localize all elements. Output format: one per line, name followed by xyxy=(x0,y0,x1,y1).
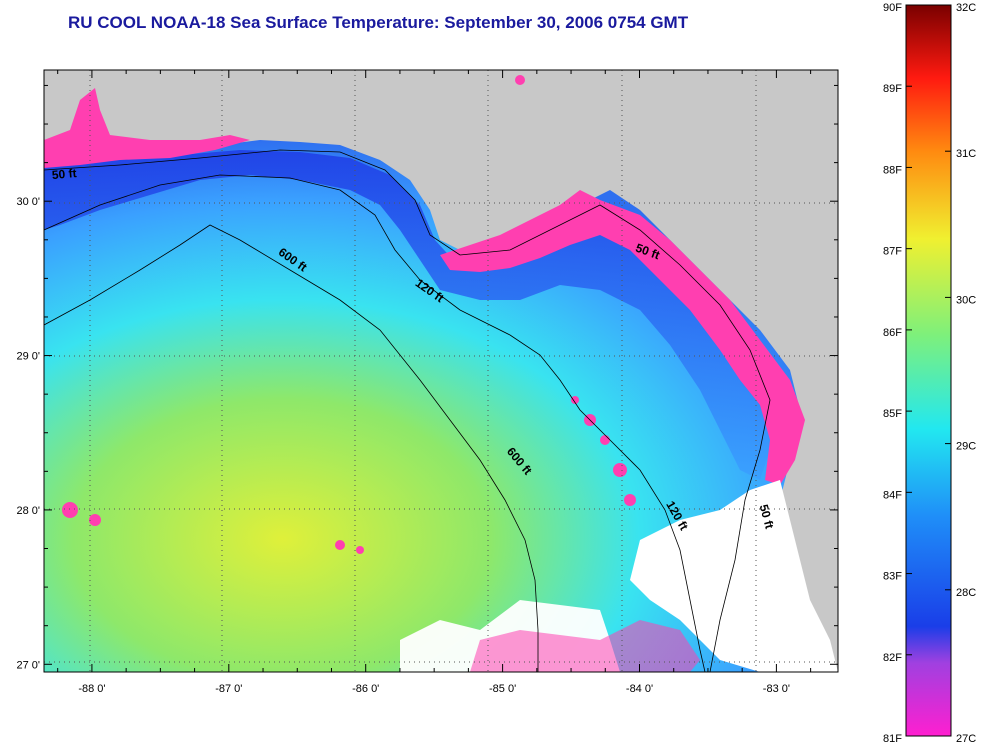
map-frame xyxy=(43,69,839,673)
colorbar-c-label: 28C xyxy=(956,587,976,599)
colorbar-celsius-labels: 32C 31C 30C 29C 28C 27C xyxy=(945,2,976,745)
longitude-labels: -88 0' -87 0' -86 0' -85 0' -84 0' -83 0' xyxy=(78,683,790,695)
colorbar-f-label: 84F xyxy=(883,489,902,501)
coastal-pink-west xyxy=(44,88,250,168)
tick-marks xyxy=(44,70,838,672)
colorbar-f-label: 85F xyxy=(883,408,902,420)
colorbar-f-label: 88F xyxy=(883,164,902,176)
colorbar-c-label: 27C xyxy=(956,733,976,745)
contour-50ft xyxy=(44,149,771,672)
lon-tick-label: -83 0' xyxy=(763,683,790,695)
colorbar-f-label: 81F xyxy=(883,733,902,745)
colorbar-c-label: 32C xyxy=(956,2,976,14)
colorbar-f-label: 90F xyxy=(883,2,902,14)
lon-tick-label: -84 0' xyxy=(626,683,653,695)
colorbar-c-label: 30C xyxy=(956,294,976,306)
colorbar-c-label: 29C xyxy=(956,441,976,453)
lon-tick-label: -86 0' xyxy=(352,683,379,695)
pink-speckles xyxy=(62,75,636,554)
lat-tick-label: 28 0' xyxy=(16,505,40,517)
latitude-labels: 30 0' 29 0' 28 0' 27 0' xyxy=(16,196,40,671)
lat-tick-label: 29 0' xyxy=(16,351,40,363)
graticule xyxy=(44,70,838,672)
lat-tick-label: 27 0' xyxy=(16,659,40,671)
map-title: RU COOL NOAA-18 Sea Surface Temperature:… xyxy=(68,13,689,32)
colorbar-gradient xyxy=(905,4,952,737)
contour-600ft xyxy=(44,224,539,672)
coastal-pink-east xyxy=(440,190,805,485)
contour-label: 50 ft xyxy=(757,503,777,530)
lon-tick-label: -85 0' xyxy=(489,683,516,695)
contour-label: 50 ft xyxy=(51,166,77,182)
colorbar-c-label: 31C xyxy=(956,148,976,160)
lon-tick-label: -87 0' xyxy=(215,683,242,695)
contour-120ft xyxy=(44,174,706,672)
colorbar-f-label: 83F xyxy=(883,571,902,583)
cloud-fringe-pink xyxy=(470,620,700,672)
colorbar-fahrenheit-labels: 90F 89F 88F 87F 86F 85F 84F 83F 82F 81F xyxy=(883,2,912,745)
cloud-patch-south xyxy=(630,480,838,672)
lon-tick-label: -88 0' xyxy=(78,683,105,695)
colorbar-f-label: 87F xyxy=(883,246,902,258)
lat-tick-label: 30 0' xyxy=(16,196,40,208)
colorbar-f-label: 82F xyxy=(883,652,902,664)
colorbar-f-label: 89F xyxy=(883,83,902,95)
colorbar-f-label: 86F xyxy=(883,327,902,339)
